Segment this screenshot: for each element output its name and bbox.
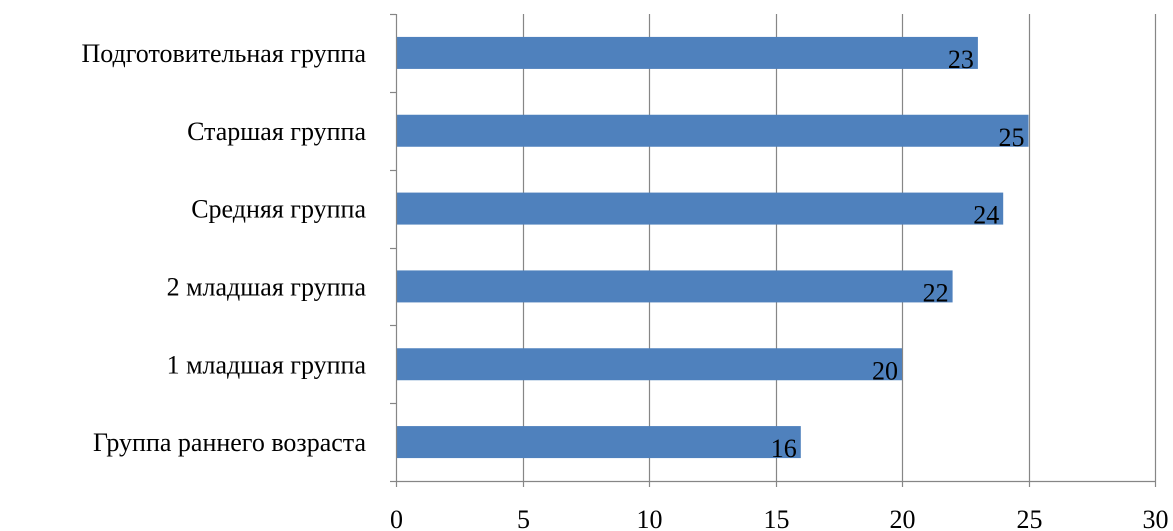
x-tick-label: 30 (1143, 505, 1169, 531)
x-tick-label: 0 (390, 505, 403, 531)
bar-3 (396, 192, 1004, 225)
bars-group (396, 36, 1029, 459)
x-tick-label: 20 (890, 505, 916, 531)
labels-group: 0 5 10 15 20 25 30 Подготовительная группа 23 Ста… (82, 39, 1169, 531)
bar-4 (396, 270, 953, 303)
bar-1 (396, 36, 978, 69)
data-label: 22 (923, 278, 949, 307)
data-label: 25 (999, 123, 1025, 152)
x-tick-label: 5 (517, 505, 530, 531)
bar-5 (396, 348, 902, 381)
bar-2 (396, 114, 1029, 147)
axes (390, 13, 1157, 487)
x-tick-label: 10 (637, 505, 663, 531)
x-tick-label: 15 (764, 505, 790, 531)
data-label: 16 (771, 434, 797, 463)
category-label: 1 младшая группа (167, 350, 367, 379)
category-label: Средняя группа (191, 195, 366, 224)
category-label: Подготовительная группа (82, 39, 367, 68)
data-label: 24 (973, 201, 999, 230)
category-label: Старшая группа (187, 117, 366, 146)
gridlines (522, 14, 1157, 481)
data-label: 20 (872, 356, 898, 385)
x-tick-label: 25 (1017, 505, 1043, 531)
bar-6 (396, 426, 801, 459)
data-label: 23 (948, 45, 974, 74)
category-label: 2 младшая группа (167, 272, 367, 301)
category-label: Группа раннего возраста (93, 428, 366, 457)
